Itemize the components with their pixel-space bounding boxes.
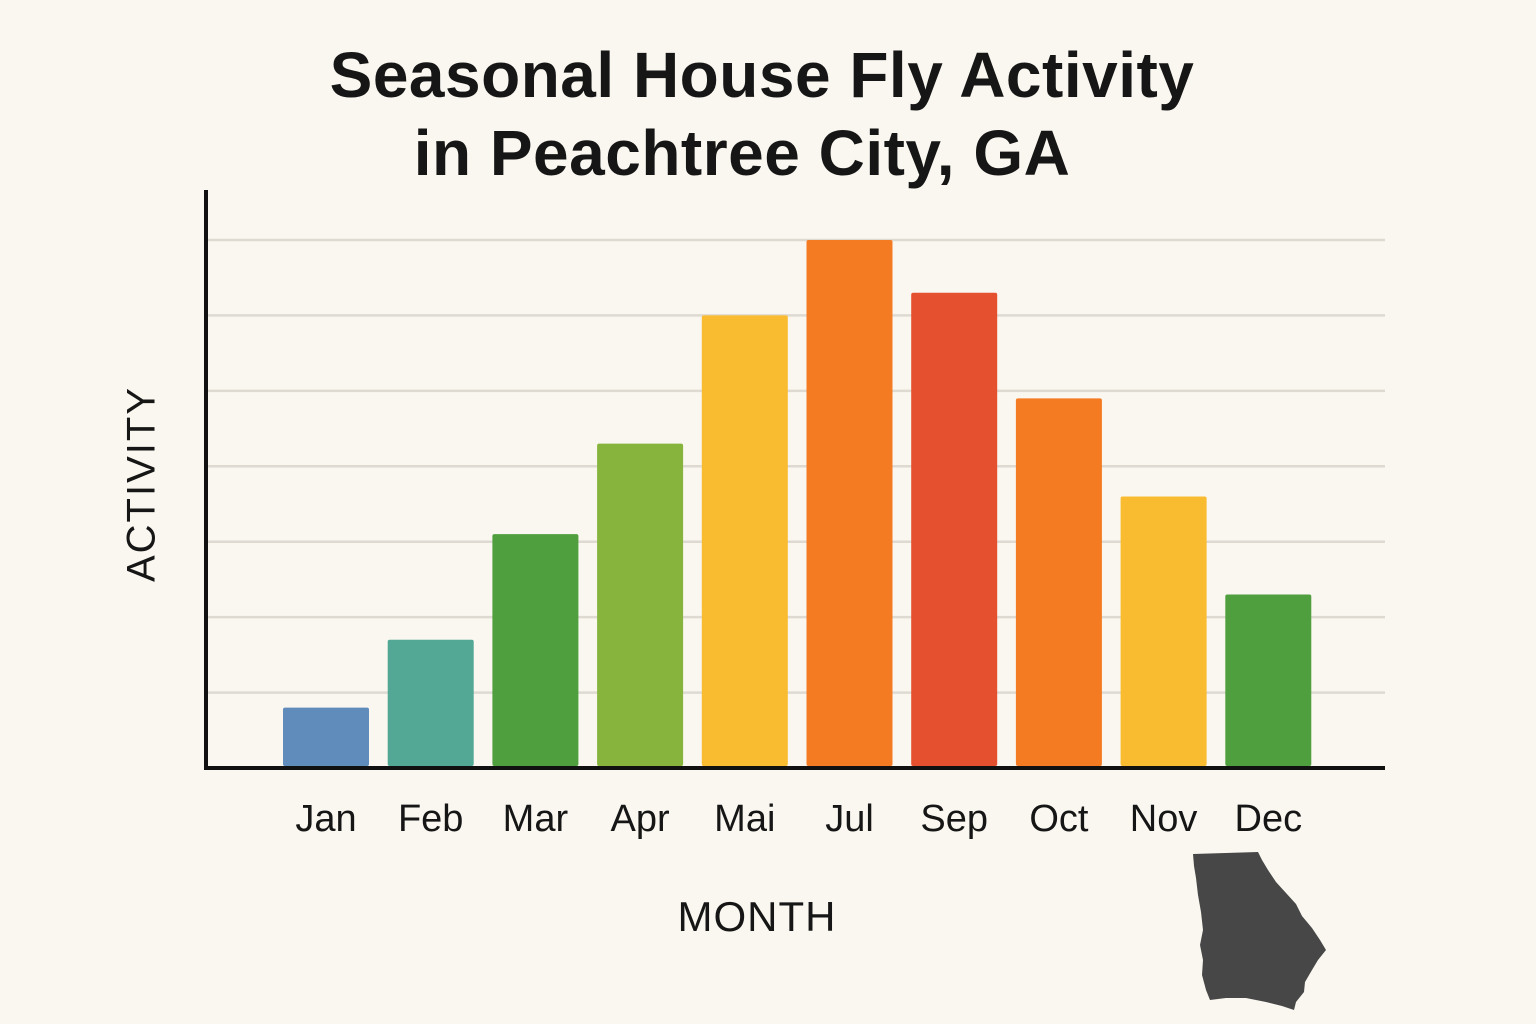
x-tick-labels: Jan Feb Mar Apr Mai Jul Sep Oct Nov Dec bbox=[295, 798, 1302, 840]
chart-title: Seasonal House Fly Activity in Peachtree… bbox=[0, 36, 1524, 192]
bar-feb bbox=[387, 639, 474, 766]
bar-jul bbox=[806, 240, 893, 766]
georgia-state-silhouette-icon bbox=[1193, 852, 1326, 1010]
chart-title-line-2: in Peachtree City, GA bbox=[413, 117, 1071, 189]
x-axis-label: MONTH bbox=[677, 893, 837, 940]
bar-sep bbox=[911, 292, 998, 766]
chart-title-line-1: Seasonal House Fly Activity bbox=[329, 39, 1195, 111]
x-tick-label-dec: Dec bbox=[1235, 798, 1303, 840]
x-tick-label-mai: Mai bbox=[714, 798, 775, 840]
bar-apr bbox=[597, 443, 684, 766]
x-tick-label-nov: Nov bbox=[1130, 798, 1198, 840]
x-tick-label-mar: Mar bbox=[503, 798, 569, 840]
x-tick-label-feb: Feb bbox=[398, 798, 463, 840]
bar-oct bbox=[1015, 398, 1102, 766]
bar-dec bbox=[1225, 594, 1312, 766]
bars bbox=[283, 240, 1312, 766]
x-tick-label-apr: Apr bbox=[611, 798, 670, 840]
gridlines bbox=[208, 238, 1385, 694]
bar-jan bbox=[283, 707, 369, 766]
x-tick-label-jan: Jan bbox=[295, 798, 356, 840]
x-tick-label-jul: Jul bbox=[825, 798, 874, 840]
bar-mai bbox=[701, 315, 788, 766]
x-tick-label-sep: Sep bbox=[920, 798, 988, 840]
x-tick-label-oct: Oct bbox=[1029, 798, 1089, 840]
bar-nov bbox=[1120, 496, 1207, 766]
bar-mar bbox=[492, 534, 579, 766]
